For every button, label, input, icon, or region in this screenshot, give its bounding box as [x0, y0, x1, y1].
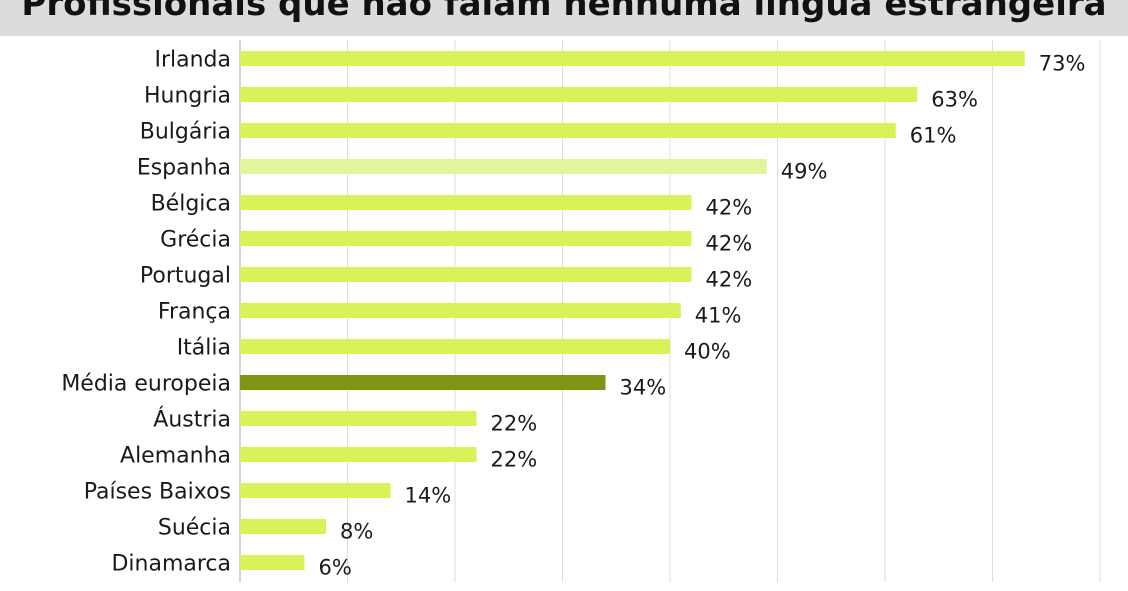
category-label: Alemanha [120, 444, 231, 469]
value-label: 41% [695, 304, 742, 328]
category-label: Grécia [160, 228, 231, 253]
value-label: 42% [706, 268, 753, 292]
bar [240, 555, 305, 570]
category-label: Itália [177, 336, 231, 361]
value-label: 73% [1039, 52, 1086, 76]
value-label: 14% [405, 484, 452, 508]
category-label: Portugal [140, 264, 231, 289]
bar [240, 231, 692, 246]
category-label: Dinamarca [111, 552, 231, 577]
chart-title: Profissionais que não falam nenhuma líng… [21, 0, 1107, 24]
value-label: 8% [340, 520, 373, 544]
category-label: Bélgica [151, 192, 231, 217]
bar [240, 303, 681, 318]
value-label: 42% [706, 232, 753, 256]
category-label: Espanha [137, 156, 231, 181]
bar [240, 51, 1025, 66]
category-label: Suécia [158, 516, 231, 541]
value-label: 42% [706, 196, 753, 220]
bar [240, 375, 606, 390]
value-label: 63% [931, 88, 978, 112]
bar [240, 267, 692, 282]
bars [240, 51, 1025, 570]
category-label: França [158, 300, 231, 325]
category-label: Bulgária [140, 120, 231, 145]
bar [240, 195, 692, 210]
bar [240, 411, 477, 426]
bar [240, 123, 896, 138]
category-label: Áustria [153, 407, 231, 433]
bar [240, 447, 477, 462]
value-label: 40% [684, 340, 731, 364]
value-label: 49% [781, 160, 828, 184]
bar [240, 483, 391, 498]
value-label: 22% [491, 412, 538, 436]
bar [240, 519, 326, 534]
bar [240, 87, 918, 102]
value-label: 6% [319, 556, 352, 580]
value-label: 22% [491, 448, 538, 472]
bar [240, 339, 670, 354]
value-labels: 73% 63% 61% 49% 42% 42% 42% 41% 40% 34% 22% 22% 14% 8… [319, 52, 1086, 580]
category-labels: Irlanda Hungria Bulgária Espanha Bélgica Gréc… [61, 48, 231, 577]
value-label: 61% [910, 124, 957, 148]
category-label: Hungria [144, 84, 231, 109]
title-bar: Profissionais que não falam nenhuma líng… [0, 0, 1128, 36]
bar [240, 159, 767, 174]
value-label: 34% [620, 376, 667, 400]
category-label: Irlanda [154, 48, 231, 73]
category-label: Países Baixos [84, 480, 231, 505]
category-label: Média europeia [61, 372, 231, 397]
